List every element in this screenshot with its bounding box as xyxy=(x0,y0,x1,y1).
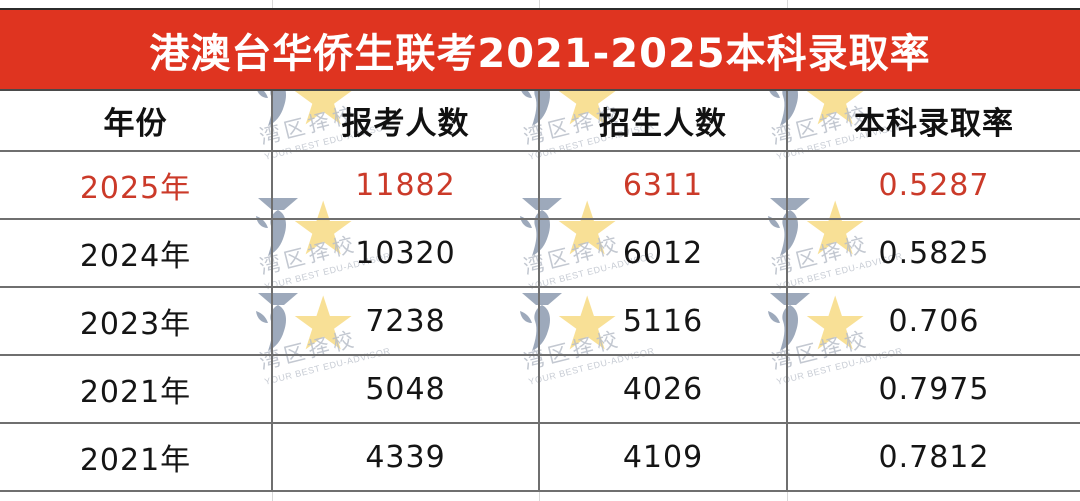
banner-cell: 港澳台华侨生联考2021-2025本科录取率 xyxy=(0,9,1080,91)
column-header-label: 招生人数 xyxy=(599,106,727,142)
cell-applicants: 5048 xyxy=(272,355,540,424)
cell-value: 2024年 xyxy=(79,239,192,274)
cell-value: 0.5287 xyxy=(878,167,990,203)
cell-value: 6012 xyxy=(622,235,704,271)
cell-value: 0.5825 xyxy=(878,235,990,271)
cell-year: 2021年 xyxy=(0,355,273,424)
cell-year: 2024年 xyxy=(0,219,273,288)
cell-applicants: 10320 xyxy=(272,219,540,288)
cell-value: 11882 xyxy=(355,167,456,203)
table-bottom-edge xyxy=(0,491,1080,501)
cell-year: 2025年 xyxy=(0,151,273,220)
cell-rate: 0.5287 xyxy=(787,151,1080,220)
cell-applicants: 11882 xyxy=(272,151,540,220)
column-header-label: 报考人数 xyxy=(341,106,470,142)
cell-value: 2021年 xyxy=(79,375,192,410)
cell-rate: 0.706 xyxy=(787,287,1080,356)
cell-value: 0.7812 xyxy=(878,439,990,475)
banner-row: 港澳台华侨生联考2021-2025本科录取率 xyxy=(0,9,1080,91)
column-header-label: 本科录取率 xyxy=(854,106,1014,142)
cell-value: 0.706 xyxy=(888,303,980,339)
column-header-label: 年份 xyxy=(103,106,168,142)
cell-value: 2025年 xyxy=(79,171,192,206)
cell-value: 10320 xyxy=(355,235,456,271)
table-top-edge xyxy=(0,0,1080,10)
cell-enrollment: 6311 xyxy=(539,151,788,220)
cell-value: 2021年 xyxy=(79,443,192,478)
column-header-rate: 本科录取率 xyxy=(787,90,1080,152)
column-header-enrollment: 招生人数 xyxy=(539,90,788,152)
cell-enrollment: 4026 xyxy=(539,355,788,424)
table-row: 2024年 10320 6012 0.5825 xyxy=(0,219,1080,288)
table-row: 2021年 5048 4026 0.7975 xyxy=(0,355,1080,424)
column-header-year: 年份 xyxy=(0,90,273,152)
cell-rate: 0.7975 xyxy=(787,355,1080,424)
cell-value: 4026 xyxy=(622,371,704,407)
table-header-row: 年份 报考人数 招生人数 本科录取率 xyxy=(0,90,1080,152)
page-title: 港澳台华侨生联考2021-2025本科录取率 xyxy=(149,30,931,77)
cell-year: 2023年 xyxy=(0,287,273,356)
cell-value: 2023年 xyxy=(79,307,192,342)
table-row: 2023年 7238 5116 0.706 xyxy=(0,287,1080,356)
cell-year: 2021年 xyxy=(0,423,273,492)
cell-value: 7238 xyxy=(365,303,446,339)
cell-enrollment: 5116 xyxy=(539,287,788,356)
cell-applicants: 4339 xyxy=(272,423,540,492)
cell-enrollment: 6012 xyxy=(539,219,788,288)
column-header-applicants: 报考人数 xyxy=(272,90,540,152)
cell-value: 0.7975 xyxy=(878,371,990,407)
table-row: 2021年 4339 4109 0.7812 xyxy=(0,423,1080,492)
cell-value: 6311 xyxy=(622,167,704,203)
cell-value: 4109 xyxy=(622,439,704,475)
table-row: 2025年 11882 6311 0.5287 xyxy=(0,151,1080,220)
cell-value: 4339 xyxy=(365,439,446,475)
cell-value: 5048 xyxy=(365,371,446,407)
cell-rate: 0.5825 xyxy=(787,219,1080,288)
cell-value: 5116 xyxy=(622,303,704,339)
cell-enrollment: 4109 xyxy=(539,423,788,492)
cell-applicants: 7238 xyxy=(272,287,540,356)
cell-rate: 0.7812 xyxy=(787,423,1080,492)
